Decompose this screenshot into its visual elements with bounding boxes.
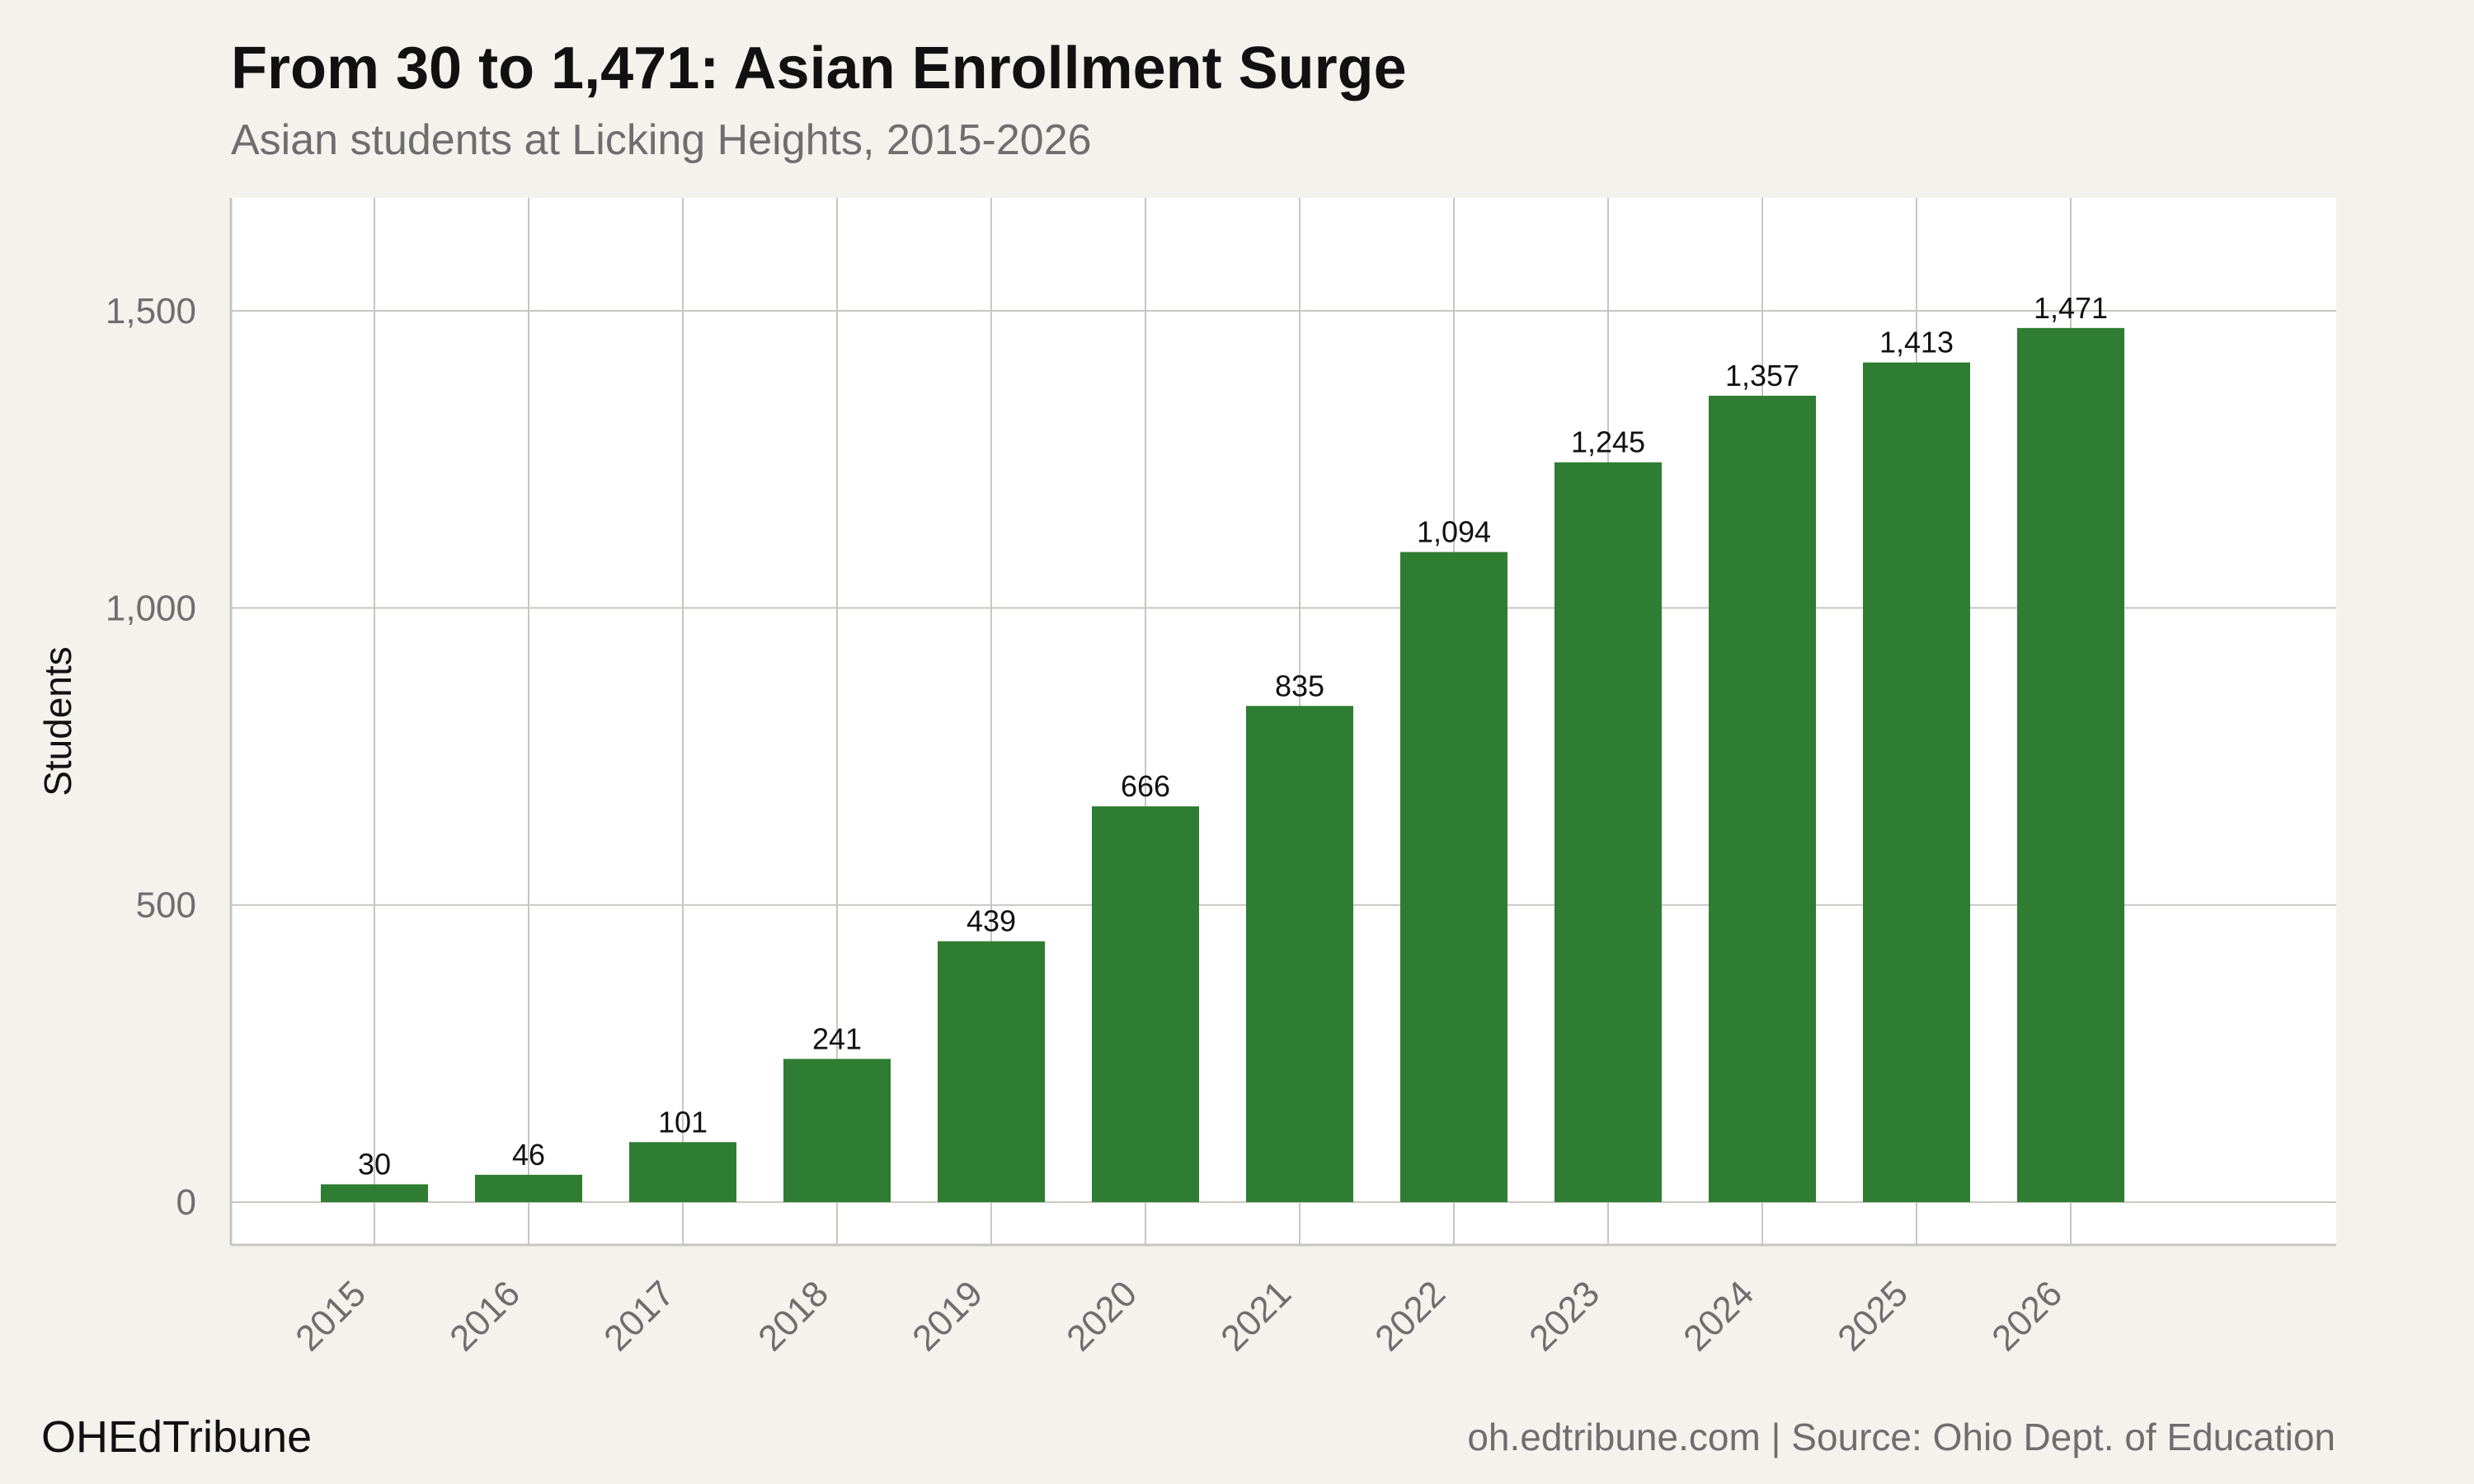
bar [2017, 327, 2124, 1203]
chart-subtitle: Asian students at Licking Heights, 2015-… [231, 116, 1092, 164]
x-tick-labels: 2015 2016 2017 2018 2019 2020 2021 2022 2023 2024… [288, 1273, 2070, 1359]
bar [1092, 806, 1199, 1203]
bar-value-label: 1,357 [1725, 359, 1799, 392]
y-axis-title: Students [36, 646, 79, 796]
x-tick-label: 2021 [1213, 1273, 1299, 1359]
x-tick-label: 2019 [905, 1273, 990, 1359]
bar-value-label: 30 [358, 1147, 391, 1181]
source-credit: oh.edtribune.com | Source: Ohio Dept. of… [1467, 1416, 2335, 1458]
bars [321, 327, 2124, 1203]
bar [1554, 462, 1662, 1203]
bar-value-label: 1,471 [2034, 291, 2108, 325]
bar [938, 941, 1045, 1203]
bar [321, 1184, 428, 1203]
bar-value-label: 101 [658, 1105, 708, 1139]
bar [475, 1174, 582, 1203]
x-tick-label: 2016 [442, 1273, 528, 1359]
bar-value-label: 1,413 [1879, 326, 1954, 359]
bar [1863, 362, 1970, 1203]
bar-value-label: 1,094 [1417, 515, 1491, 549]
bar-value-labels: 30 46 101 241 439 666 835 1,094 1,245 1,357 1,413 1… [358, 291, 2108, 1181]
brand-logo-text: OHEdTribune [41, 1412, 313, 1462]
x-tick-label: 2026 [1984, 1273, 2070, 1359]
bar-value-label: 439 [967, 904, 1016, 938]
x-tick-label: 2023 [1522, 1273, 1607, 1359]
y-tick-label: 1,500 [106, 291, 196, 331]
bar [1246, 706, 1353, 1203]
bar [629, 1142, 736, 1203]
bar-value-label: 46 [512, 1138, 545, 1172]
y-tick-label: 0 [176, 1182, 196, 1223]
bar-value-label: 835 [1275, 669, 1324, 702]
x-tick-label: 2025 [1830, 1273, 1916, 1359]
x-tick-label: 2015 [288, 1273, 374, 1359]
bar [783, 1059, 891, 1203]
x-tick-label: 2017 [596, 1273, 682, 1359]
x-tick-label: 2018 [750, 1273, 836, 1359]
y-tick-label: 500 [136, 885, 196, 926]
chart-title: From 30 to 1,471: Asian Enrollment Surge [231, 35, 1407, 101]
bar-value-label: 241 [812, 1021, 862, 1055]
bar-value-label: 666 [1121, 769, 1170, 803]
bar [1709, 396, 1816, 1203]
x-tick-label: 2022 [1367, 1273, 1453, 1359]
y-tick-labels: 0 500 1,000 1,500 [106, 291, 196, 1223]
x-tick-label: 2024 [1676, 1273, 1761, 1359]
x-tick-label: 2020 [1059, 1273, 1145, 1359]
y-tick-label: 1,000 [106, 588, 196, 628]
bar [1400, 552, 1507, 1203]
bar-value-label: 1,245 [1571, 425, 1645, 459]
